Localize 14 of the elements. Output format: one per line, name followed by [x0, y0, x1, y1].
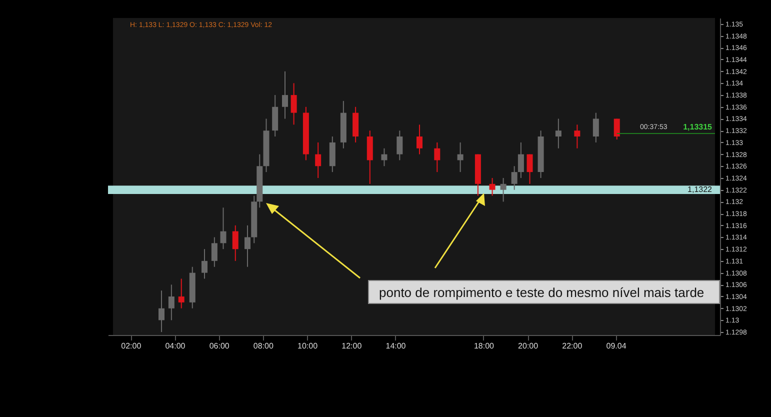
x-tick-label: 14:00: [386, 342, 406, 350]
annotation: ponto de rompimento e teste do mesmo nível mais tarde: [368, 280, 720, 304]
ref-line-label: 1,13315: [683, 122, 713, 132]
x-tick-label: 09.04: [606, 342, 627, 350]
x-tick-label: 20:00: [518, 342, 539, 350]
x-tick-label: 02:00: [121, 342, 142, 350]
band-label: 1,1322: [688, 184, 713, 194]
x-tick-label: 12:00: [342, 342, 362, 350]
x-tick-label: 06:00: [209, 342, 230, 350]
x-tick-label: 04:00: [165, 342, 186, 350]
x-tick-label: 10:00: [298, 342, 318, 350]
x-tick-label: 08:00: [253, 342, 274, 350]
x-tick-label: 18:00: [474, 342, 495, 350]
x-tick-label: 22:00: [562, 342, 583, 350]
